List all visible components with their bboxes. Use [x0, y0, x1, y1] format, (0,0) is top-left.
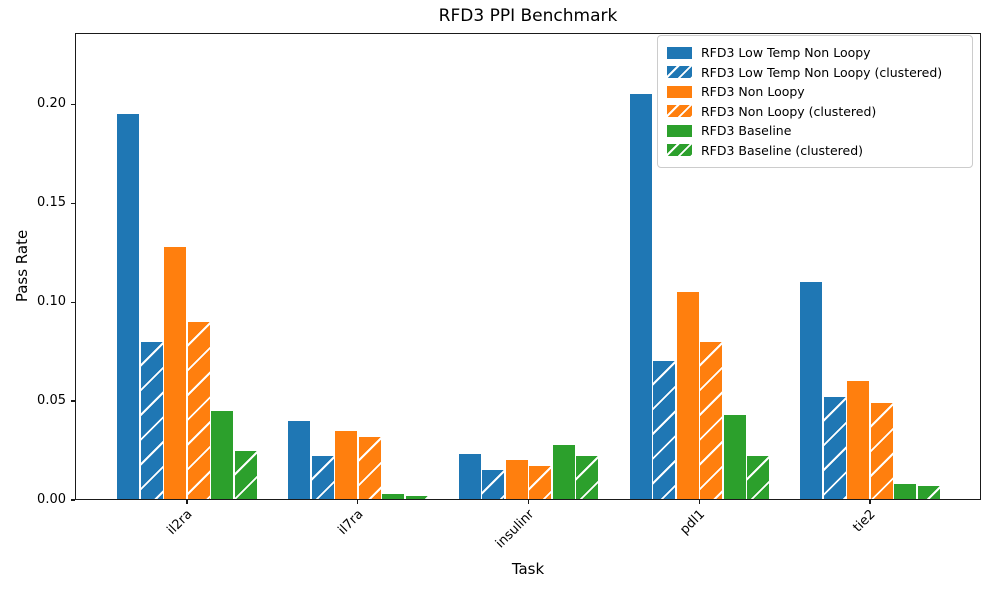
bar-il7ra-series-3: [358, 437, 381, 500]
bar-tie2-series-0: [800, 282, 823, 500]
bar-pdl1-series-5: [747, 456, 769, 500]
legend-item: RFD3 Low Temp Non Loopy: [667, 43, 963, 63]
legend-item: RFD3 Non Loopy: [667, 82, 963, 102]
bar-pdl1-series-1: [653, 361, 675, 500]
legend-item: RFD3 Baseline (clustered): [667, 141, 963, 161]
bar-pdl1-series-0: [629, 94, 652, 500]
bar-pdl1-series-3: [700, 342, 722, 500]
bar-insulinr-series-1: [482, 470, 505, 500]
legend-swatch: [667, 46, 692, 59]
y-tick-label: 0.00: [37, 492, 66, 507]
legend-label: RFD3 Low Temp Non Loopy: [701, 45, 871, 61]
x-tick-mark: [869, 500, 871, 504]
bar-il2ra-series-1: [140, 342, 163, 500]
chart-title: RFD3 PPI Benchmark: [438, 6, 618, 26]
bar-pdl1-series-2: [676, 292, 699, 500]
y-tick-mark: [71, 202, 75, 204]
bar-il2ra-series-4: [211, 411, 234, 500]
legend-label: RFD3 Baseline: [701, 123, 792, 139]
bar-insulinr-series-0: [458, 454, 481, 500]
y-tick-label: 0.15: [37, 195, 66, 211]
x-tick-mark: [527, 500, 530, 504]
legend-swatch: [667, 66, 692, 79]
x-tick-label-text: tie2: [850, 507, 879, 536]
bar-il7ra-series-1: [311, 456, 334, 500]
x-tick-mark: [698, 500, 700, 504]
bar-il7ra-series-2: [335, 431, 357, 500]
bar-il7ra-series-5: [405, 496, 428, 500]
legend-item: RFD3 Non Loopy (clustered): [667, 102, 963, 122]
bar-insulinr-series-2: [505, 460, 528, 500]
bar-il2ra-series-0: [117, 114, 140, 500]
x-axis-label: Task: [511, 560, 545, 578]
x-tick-label-text: insulinr: [492, 507, 538, 552]
y-tick-mark: [71, 301, 75, 303]
x-tick-mark: [186, 500, 188, 504]
bar-tie2-series-1: [823, 397, 846, 500]
y-tick-mark: [71, 499, 75, 501]
x-tick-mark: [357, 500, 359, 504]
x-tick-label-text: pdl1: [677, 507, 708, 538]
bar-il2ra-series-5: [234, 451, 257, 500]
legend-item: RFD3 Low Temp Non Loopy (clustered): [667, 63, 963, 83]
bar-tie2-series-2: [847, 381, 870, 500]
x-tick-label-text: il2ra: [164, 507, 196, 538]
y-tick-mark: [71, 103, 75, 105]
bar-insulinr-series-5: [576, 456, 599, 500]
bar-il2ra-series-3: [187, 322, 210, 500]
y-tick-label: 0.10: [37, 294, 66, 310]
legend-item: RFD3 Baseline: [667, 121, 963, 141]
bar-il2ra-series-2: [164, 247, 187, 500]
x-tick-label-text: il7ra: [335, 507, 367, 538]
bar-il7ra-series-0: [288, 421, 310, 500]
legend-label: RFD3 Non Loopy: [701, 84, 805, 100]
bar-tie2-series-4: [894, 484, 917, 500]
bar-tie2-series-3: [870, 403, 893, 500]
y-axis-label: Pass Rate: [13, 229, 31, 303]
legend-label: RFD3 Non Loopy (clustered): [701, 103, 877, 119]
bar-pdl1-series-4: [723, 415, 746, 500]
bar-insulinr-series-3: [529, 466, 552, 500]
legend-label: RFD3 Low Temp Non Loopy (clustered): [701, 64, 943, 80]
y-tick-mark: [71, 400, 75, 402]
legend-label: RFD3 Baseline (clustered): [701, 142, 864, 158]
legend: RFD3 Low Temp Non Loopy RFD3 Low Temp Non…: [657, 35, 973, 168]
y-tick-label: 0.20: [37, 96, 66, 112]
legend-swatch: [667, 85, 692, 98]
bar-il7ra-series-4: [382, 494, 404, 500]
y-tick-label: 0.05: [37, 393, 66, 409]
bar-insulinr-series-4: [552, 445, 575, 500]
legend-swatch: [667, 144, 692, 157]
legend-swatch: [667, 105, 692, 118]
bar-tie2-series-5: [917, 486, 940, 500]
legend-swatch: [667, 124, 692, 137]
